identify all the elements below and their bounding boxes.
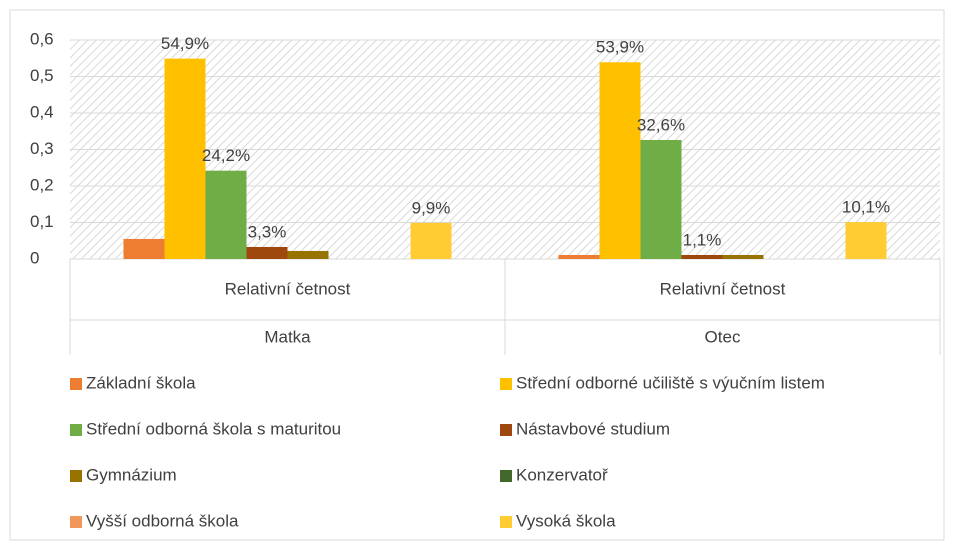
y-tick-label: 0,1 (30, 212, 54, 231)
x-tick-label: Relativní četnost (660, 279, 786, 298)
data-label: 10,1% (842, 198, 890, 217)
bar (681, 254, 723, 259)
legend-swatch (70, 470, 82, 482)
legend-swatch (500, 424, 512, 436)
legend-swatch (500, 516, 512, 528)
y-tick-label: 0,5 (30, 66, 54, 85)
bar (558, 254, 600, 259)
data-label: 53,9% (596, 38, 644, 57)
legend-swatch (70, 516, 82, 528)
bar (845, 222, 887, 259)
y-tick-label: 0,3 (30, 139, 54, 158)
legend-label: Vyšší odborná škola (86, 511, 239, 530)
bar (164, 58, 206, 259)
y-tick-label: 0 (30, 248, 39, 267)
data-label: 3,3% (248, 222, 287, 241)
y-tick-label: 0,2 (30, 175, 54, 194)
bar (246, 246, 288, 259)
legend-swatch (500, 378, 512, 390)
x-tick-label: Relativní četnost (225, 279, 351, 298)
data-label: 32,6% (637, 115, 685, 134)
legend-label: Nástavbové studium (516, 419, 670, 438)
bar (287, 250, 329, 259)
bar (599, 62, 641, 259)
x-group-label: Otec (705, 327, 741, 346)
bar (205, 170, 247, 259)
legend-label: Konzervatoř (516, 465, 608, 484)
data-label: 1,1% (683, 230, 722, 249)
y-tick-label: 0,6 (30, 29, 54, 48)
legend-swatch (70, 378, 82, 390)
legend-label: Střední odborné učiliště s výučním liste… (516, 373, 825, 392)
y-tick-label: 0,4 (30, 102, 54, 121)
bar (722, 254, 764, 259)
x-group-label: Matka (264, 327, 311, 346)
bar (410, 222, 452, 259)
legend-swatch (70, 424, 82, 436)
legend-label: Vysoká škola (516, 511, 616, 530)
legend-label: Gymnázium (86, 465, 177, 484)
legend-label: Základní škola (86, 373, 196, 392)
legend-swatch (500, 470, 512, 482)
bar (123, 238, 165, 259)
data-label: 54,9% (161, 34, 209, 53)
legend-label: Střední odborná škola s maturitou (86, 419, 341, 438)
data-label: 24,2% (202, 146, 250, 165)
bar (640, 140, 682, 259)
data-label: 9,9% (412, 198, 451, 217)
